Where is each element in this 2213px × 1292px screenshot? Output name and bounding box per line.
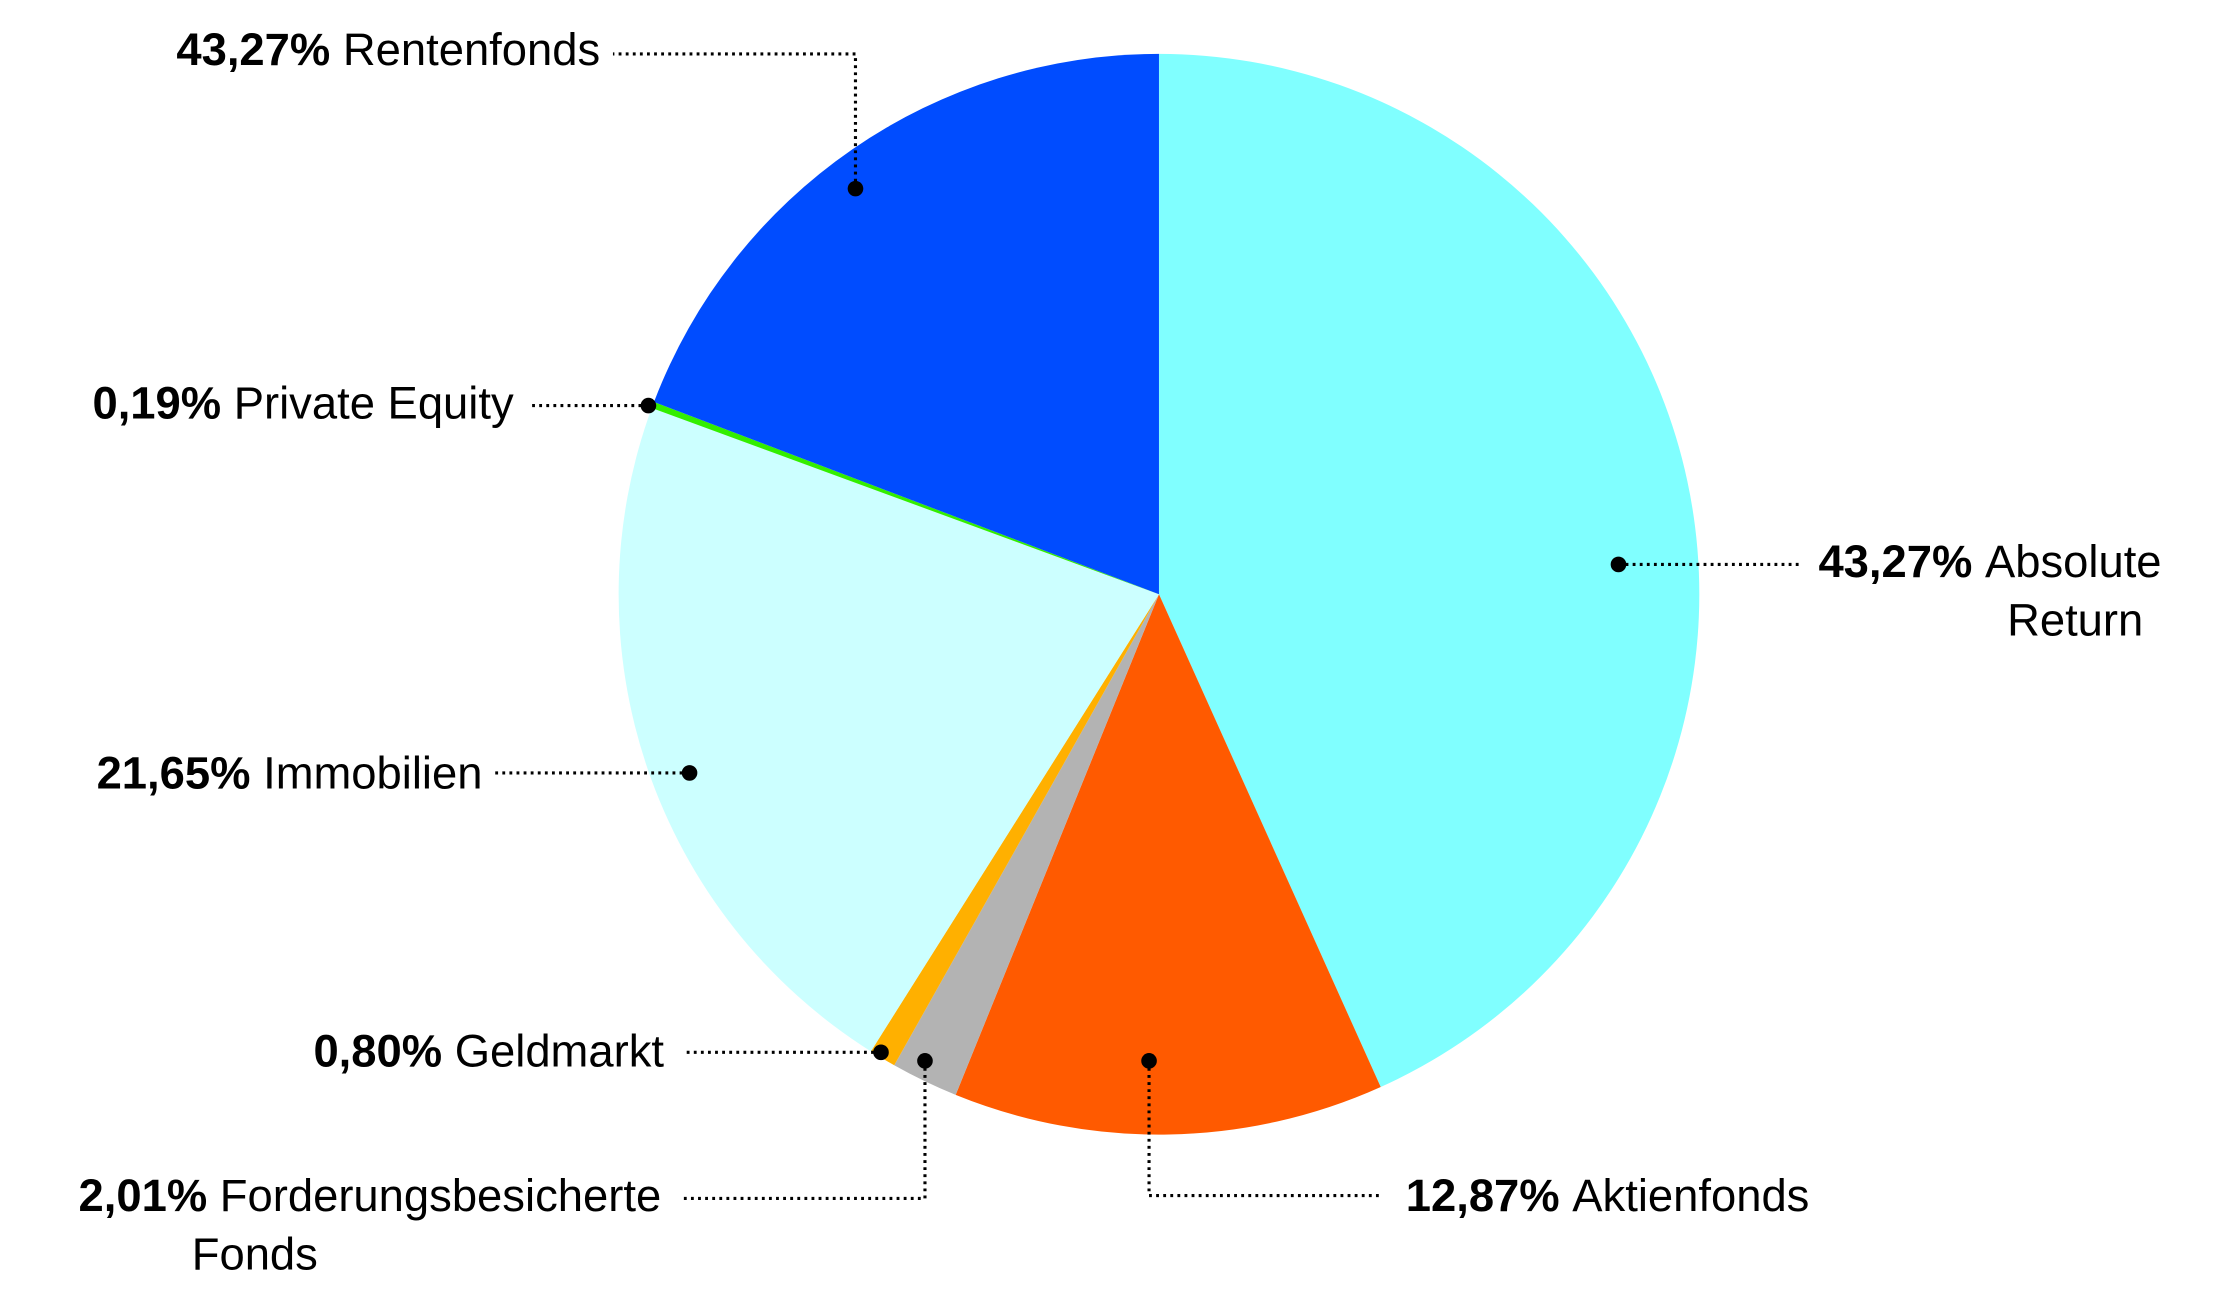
label-forderungsbesicherte-fonds: 2,01% Forderungsbesicherte Fonds bbox=[79, 1053, 933, 1279]
data-label-name-continued: Return bbox=[2007, 594, 2143, 645]
data-label: 43,27% Absolute bbox=[1818, 536, 2161, 587]
leader-dot bbox=[847, 180, 864, 197]
leader-dot bbox=[681, 765, 698, 781]
pie-slice-rentenfonds bbox=[653, 53, 1159, 595]
data-label-name-continued: Fonds bbox=[192, 1228, 318, 1279]
label-immobilien: 21,65% Immobilien bbox=[97, 748, 698, 799]
pie-slices bbox=[618, 53, 1700, 1135]
data-label-percent: 21,65% bbox=[97, 748, 264, 799]
data-label-percent: 12,87% bbox=[1406, 1170, 1573, 1221]
data-label-name: Aktienfonds bbox=[1572, 1170, 1809, 1221]
pie-slice-aktienfonds bbox=[955, 594, 1381, 1135]
pie-slice-absolute-return bbox=[1158, 53, 1700, 1087]
label-geldmarkt: 0,80% Geldmarkt bbox=[313, 1026, 889, 1077]
data-label-name: Immobilien bbox=[263, 748, 482, 799]
data-label: 12,87% Aktienfonds bbox=[1406, 1170, 1810, 1221]
data-label-name: Forderungsbesicherte bbox=[220, 1170, 661, 1221]
pie-slice-immobilien bbox=[618, 408, 1159, 1052]
pie-labels: 43,27% Absolute Return 12,87% Aktienfonds 2… bbox=[79, 24, 2162, 1279]
pie-slice-geldmarkt bbox=[870, 594, 1159, 1066]
data-label: 0,19% Private Equity bbox=[92, 377, 514, 428]
data-label: 43,27% Rentenfonds bbox=[176, 24, 600, 75]
label-rentenfonds: 43,27% Rentenfonds bbox=[176, 24, 864, 197]
data-label-name: Geldmarkt bbox=[455, 1026, 665, 1077]
label-private-equity: 0,19% Private Equity bbox=[92, 377, 657, 428]
data-label-name: Private Equity bbox=[234, 377, 514, 428]
leader-line bbox=[683, 1060, 927, 1200]
leader-dot bbox=[917, 1053, 933, 1069]
pie-slice-private-equity bbox=[651, 401, 1159, 595]
leader-dot bbox=[1141, 1053, 1157, 1069]
data-label-percent: 43,27% bbox=[176, 24, 343, 75]
data-label-percent: 2,01% bbox=[79, 1170, 220, 1221]
leader-dot bbox=[640, 397, 657, 414]
data-label: 0,80% Geldmarkt bbox=[313, 1026, 664, 1077]
leader-line bbox=[612, 52, 858, 189]
data-label: 2,01% Forderungsbesicherte bbox=[79, 1170, 662, 1221]
label-aktienfonds: 12,87% Aktienfonds bbox=[1141, 1053, 1809, 1221]
pie-slice-forderungsbesicherte-fonds bbox=[894, 594, 1159, 1095]
label-absolute-return: 43,27% Absolute Return bbox=[1610, 536, 2162, 645]
data-label-name: Absolute bbox=[1985, 536, 2162, 587]
data-label-percent: 0,19% bbox=[92, 377, 233, 428]
leader-line bbox=[1147, 1060, 1384, 1198]
data-label-name: Rentenfonds bbox=[343, 24, 600, 75]
leader-dot bbox=[1610, 556, 1627, 573]
data-label: 21,65% Immobilien bbox=[97, 748, 483, 799]
data-label-percent: 43,27% bbox=[1818, 536, 1985, 587]
data-label-percent: 0,80% bbox=[313, 1026, 454, 1077]
leader-dot bbox=[873, 1044, 889, 1061]
